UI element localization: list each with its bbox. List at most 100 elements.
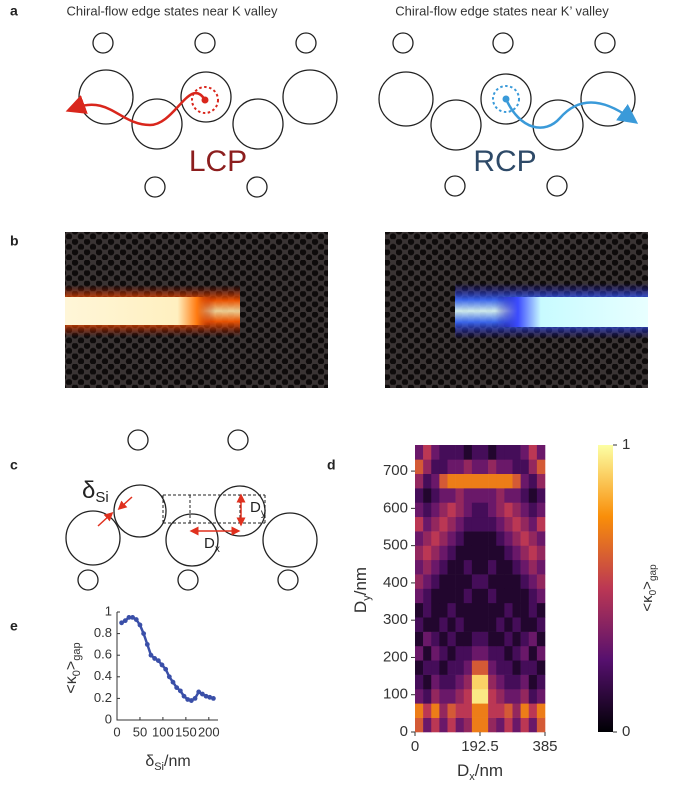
data-point bbox=[155, 658, 161, 663]
heat-cell bbox=[431, 645, 440, 661]
heat-cell bbox=[439, 588, 448, 604]
heat-cell bbox=[463, 631, 473, 647]
heat-cell bbox=[447, 574, 456, 589]
heat-cell bbox=[439, 473, 448, 489]
heat-cell bbox=[447, 531, 456, 546]
heat-cell bbox=[504, 459, 513, 474]
heat-cell bbox=[431, 617, 440, 632]
heat-cell bbox=[447, 545, 456, 561]
heat-cell bbox=[536, 488, 546, 503]
heat-cell bbox=[423, 531, 432, 546]
heat-cell bbox=[488, 688, 497, 704]
heat-cell bbox=[520, 674, 530, 690]
heat-cell bbox=[512, 459, 521, 474]
heat-cell bbox=[471, 631, 481, 647]
heat-cell bbox=[520, 459, 530, 474]
heat-cell bbox=[455, 488, 465, 503]
heat-cell bbox=[423, 545, 432, 561]
heat-cell bbox=[496, 488, 505, 503]
heat-cell bbox=[520, 545, 530, 561]
heat-cell bbox=[520, 631, 530, 647]
heat-cell bbox=[415, 531, 424, 546]
data-point bbox=[177, 688, 183, 694]
heat-cell bbox=[463, 531, 473, 546]
heat-cell bbox=[431, 502, 440, 518]
data-point bbox=[119, 620, 124, 626]
heat-cell bbox=[488, 459, 497, 474]
y-tick-label: 300 bbox=[383, 611, 408, 628]
panel-title: Chiral-flow edge states near K’ valley bbox=[395, 3, 609, 18]
axis-label: Dx/nm bbox=[457, 761, 503, 782]
heat-cell bbox=[455, 645, 465, 661]
heat-cell bbox=[504, 574, 513, 589]
y-tick-label: 0 bbox=[400, 723, 408, 740]
heat-cell bbox=[496, 459, 505, 474]
mode-label: RCP bbox=[473, 145, 536, 178]
heat-cell bbox=[512, 531, 521, 546]
colorbar-tick-label: 0 bbox=[622, 723, 630, 740]
heat-cell bbox=[536, 617, 546, 632]
heat-cell bbox=[447, 617, 456, 632]
heat-cell bbox=[455, 502, 465, 518]
y-tick-label: 100 bbox=[383, 686, 408, 703]
heat-cell bbox=[471, 488, 481, 503]
heat-cell bbox=[415, 559, 424, 575]
heat-cell bbox=[504, 674, 513, 690]
heat-cell bbox=[415, 473, 424, 489]
heat-cell bbox=[455, 516, 465, 532]
heat-cell bbox=[480, 602, 489, 618]
heat-cell bbox=[415, 488, 424, 503]
heat-cell bbox=[423, 717, 432, 733]
data-point bbox=[137, 622, 143, 628]
heat-cell bbox=[512, 502, 521, 518]
heat-cell bbox=[447, 559, 456, 575]
y-tick-label: 1 bbox=[105, 603, 112, 618]
heat-cell bbox=[480, 516, 489, 532]
heat-cell bbox=[480, 645, 489, 661]
heat-cell bbox=[415, 574, 424, 589]
heat-cell bbox=[471, 459, 481, 474]
heat-cell bbox=[536, 531, 546, 546]
heat-cell bbox=[536, 660, 546, 675]
heat-cell bbox=[447, 588, 456, 604]
heat-cell bbox=[463, 502, 473, 518]
heat-cell bbox=[455, 445, 465, 460]
heat-cell bbox=[504, 516, 513, 532]
heat-cell bbox=[431, 660, 440, 675]
heat-cell bbox=[455, 602, 465, 618]
heat-cell bbox=[496, 445, 505, 460]
heat-cell bbox=[520, 473, 530, 489]
data-point bbox=[148, 652, 154, 658]
heat-cell bbox=[415, 502, 424, 518]
heat-cell bbox=[447, 502, 456, 518]
heat-cell bbox=[536, 602, 546, 618]
heat-cell bbox=[536, 588, 546, 604]
heat-cell bbox=[423, 516, 432, 532]
heat-cell bbox=[423, 588, 432, 604]
heat-cell bbox=[463, 545, 473, 561]
heat-cell bbox=[488, 588, 497, 604]
heat-cell bbox=[520, 516, 530, 532]
heat-cell bbox=[439, 502, 448, 518]
heat-cell bbox=[504, 473, 513, 489]
heat-cell bbox=[447, 516, 456, 532]
heat-cell bbox=[520, 574, 530, 589]
label-part: /nm bbox=[475, 761, 503, 780]
heat-cell bbox=[415, 445, 424, 460]
heat-cell bbox=[512, 473, 521, 489]
data-point bbox=[133, 617, 139, 622]
heat-cell bbox=[423, 473, 432, 489]
heat-cell bbox=[455, 660, 465, 675]
heat-cell bbox=[536, 516, 546, 532]
heat-cell bbox=[528, 488, 538, 503]
heat-cell bbox=[520, 645, 530, 661]
heat-cell bbox=[496, 516, 505, 532]
heat-cell bbox=[488, 559, 497, 575]
data-point bbox=[188, 698, 194, 703]
heat-cell bbox=[439, 531, 448, 546]
heat-cell bbox=[431, 488, 440, 503]
heat-cell bbox=[496, 645, 505, 661]
heat-cell bbox=[471, 545, 481, 561]
heat-cell bbox=[528, 459, 538, 474]
